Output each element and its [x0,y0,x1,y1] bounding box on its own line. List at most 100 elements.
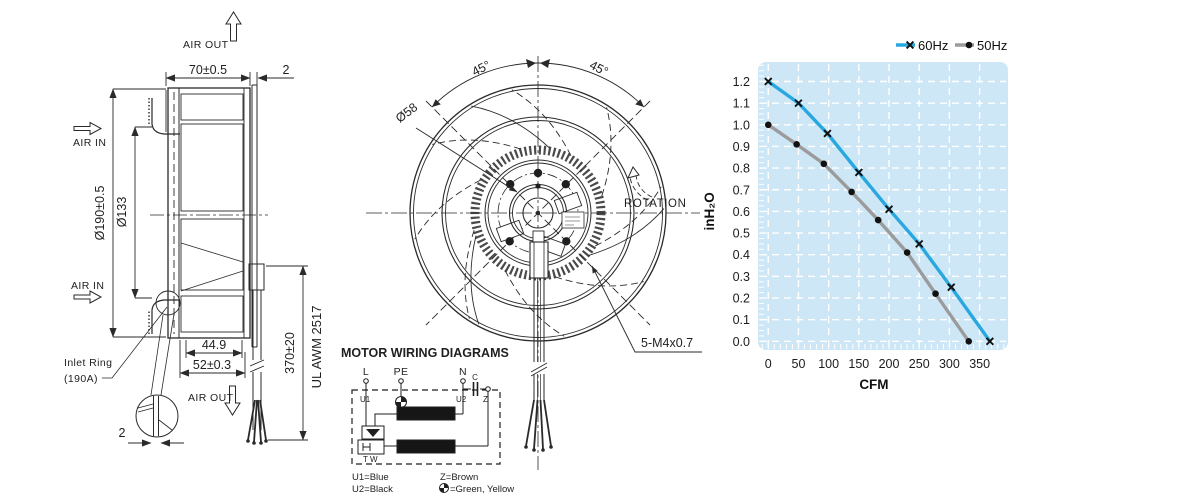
inlet-ring-label-2: (190A) [64,373,98,385]
series-50Hz [766,123,971,343]
side-view [102,84,268,445]
front-view-dimensions [415,59,702,353]
marker-dot [764,121,772,129]
impeller-blade [554,276,644,287]
y-tick-label: 0.4 [733,248,750,262]
thread-spec-label: 5-M4x0.7 [641,336,693,350]
marker-dot [848,188,855,196]
air-out-bottom-arrow-icon [224,385,241,416]
earth-symbol-icon [395,396,407,408]
air-in-lower-label: AIR IN [71,280,104,292]
impeller-blade [464,229,475,319]
y-tick-label: 1.1 [733,97,750,111]
marker-x [884,205,894,214]
air-out-bottom-label: AIR OUT [188,392,234,404]
dim-angle-right: 45° [587,58,610,79]
thermal-protector-label: T W [363,455,378,464]
impeller-blade [588,208,665,256]
dim-hub-diameter: Ø58 [393,100,420,125]
x-axis-label: CFM [859,377,888,392]
terminal-n-label: N [459,366,467,378]
inlet-ring-label-1: Inlet Ring [64,357,112,369]
dim-depth: 70±0.5 [189,63,227,77]
dim-angle-left: 45° [470,58,493,79]
lead-wire-marking: UL AWM 2517 [309,306,324,389]
impeller-blade [601,107,612,197]
marker-dot [965,41,973,49]
y-tick-label: 0.1 [733,313,750,327]
x-tick-label: 250 [909,357,930,371]
legend-label: 50Hz [977,38,1007,53]
dim-ring-thickness: 2 [119,426,126,440]
x-tick-label: 50 [792,357,806,371]
marker-dot [903,249,911,256]
impeller-blade [511,89,572,157]
earth-legend-icon [439,483,449,493]
winding-u2-label: U2 [456,395,467,404]
dim-outer-diameter: Ø190±0.5 [93,186,107,241]
airflow-arrows [73,11,242,416]
y-tick-label: 0.5 [733,227,750,241]
dim-housing-depth: 52±0.3 [193,358,231,372]
impeller-blade [594,186,662,247]
dim-hub-depth: 44.9 [202,338,226,352]
x-tick-label: 100 [818,357,839,371]
side-view-dimensions [109,72,308,447]
y-axis-label: inH₂O [702,192,717,230]
y-tick-label: 0.2 [733,292,750,306]
wiring-legend-z: Z=Brown [440,472,478,483]
x-tick-label: 0 [765,357,772,371]
terminal-l-label: L [363,366,369,378]
impeller-blade [471,105,550,149]
marker-x [794,99,803,108]
wiring-legend-earth: =Green, Yellow [450,484,514,495]
air-out-top-arrow-icon [225,11,242,42]
nameplate [561,211,585,229]
legend-label: 60Hz [918,38,948,53]
marker-dot [932,290,939,297]
y-tick-label: 1.2 [733,75,750,89]
wiring-legend-u1: U1=Blue [352,472,389,483]
wiring-diagram [351,378,501,465]
wiring-title: MOTOR WIRING DIAGRAMS [341,346,509,360]
dim-inlet-diameter: Ø133 [115,197,129,228]
capacitor-label: C [472,373,478,382]
x-tick-label: 200 [879,357,900,371]
marker-dot [793,140,800,148]
terminal-pe-label: PE [394,366,409,378]
dim-plate-thickness-top: 2 [283,63,290,77]
marker-dot [965,338,973,345]
winding-u1-label: U1 [360,395,371,404]
wiring-legend-u2: U2=Black [352,484,393,495]
marker-dot [874,216,882,224]
performance-chart: 0 50 100 150 200 250 300 350 0.0 0.1 0.2 0.3 0.4 0.5 0… [698,12,1033,412]
marker-x [915,239,924,248]
thermal-protector [357,425,385,455]
y-tick-label: 0.0 [733,335,750,349]
rotation-arrow-icon [627,166,640,179]
series-60Hz [766,79,992,343]
technical-drawing: AIR OUT 70±0.5 2 Ø190±0.5 Ø133 AIR IN AI… [64,11,702,495]
air-in-lower-arrow-icon [73,290,103,304]
y-tick-label: 0.3 [733,270,750,284]
dim-lead-length: 370±20 [283,332,297,374]
y-tick-label: 0.6 [733,205,750,219]
y-tick-label: 0.7 [733,183,750,197]
marker-x [854,168,863,177]
marker-dot [820,160,828,168]
performance-chart-svg: 0 50 100 150 200 250 300 350 0.0 0.1 0.2 0.3 0.4 0.5 0… [702,38,1008,392]
rotation-label: ROTATION [624,198,687,210]
impeller-blade [432,139,522,150]
impeller-blade [470,235,480,325]
y-tick-label: 0.8 [733,162,750,176]
air-in-upper-label: AIR IN [73,137,106,149]
front-view [366,56,700,470]
x-tick-label: 150 [848,357,869,371]
air-in-upper-arrow-icon [73,121,103,136]
y-tick-label: 0.9 [733,140,750,154]
marker-x [947,283,956,292]
marker-x [764,77,773,86]
marker-x [985,337,994,346]
impeller-blade [504,269,565,337]
